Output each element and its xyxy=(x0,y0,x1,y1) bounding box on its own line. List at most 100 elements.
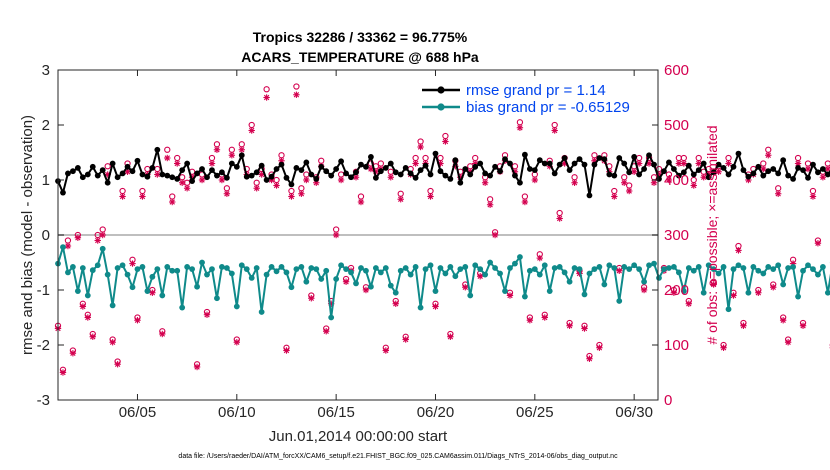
bias-point xyxy=(651,260,657,267)
asterisk-stroke xyxy=(283,347,290,354)
bias-point xyxy=(606,262,613,269)
obs-assimilated-point xyxy=(397,196,404,203)
legend-rmse-marker xyxy=(437,86,445,94)
bias-point xyxy=(65,269,71,276)
bias-point xyxy=(154,266,161,272)
bias-point xyxy=(541,262,548,269)
obs-assimilated-point xyxy=(332,231,340,239)
bias-point xyxy=(601,281,608,288)
asterisk-stroke xyxy=(755,290,762,296)
bias-point xyxy=(363,267,369,274)
bias-point xyxy=(795,293,801,300)
obs-assimilated-point xyxy=(556,215,563,222)
obs-assimilated-point xyxy=(288,193,295,200)
bias-point xyxy=(805,262,811,269)
obs-assimilated-point xyxy=(417,143,424,151)
bias-point xyxy=(219,264,225,270)
asterisk-stroke xyxy=(646,160,652,167)
rmse-point xyxy=(591,161,598,168)
obs-assimilated-point xyxy=(710,281,717,288)
bias-point xyxy=(94,262,101,269)
obs-assimilated-point xyxy=(521,198,529,206)
rmse-point xyxy=(695,167,702,174)
bias-point xyxy=(472,262,479,269)
obs-assimilated-point xyxy=(794,160,802,167)
asterisk-stroke xyxy=(204,312,210,318)
rmse-point xyxy=(233,163,240,170)
obs-assimilated-point xyxy=(571,179,578,186)
asterisk-stroke xyxy=(775,191,781,197)
asterisk-stroke xyxy=(333,232,339,238)
bias-point xyxy=(631,262,638,269)
obs-possible-point xyxy=(695,154,702,162)
bias-point xyxy=(278,264,285,270)
bias-point xyxy=(248,275,255,281)
obs-assimilated-point xyxy=(735,247,742,254)
obs-assimilated-point xyxy=(531,176,539,184)
asterisk-stroke xyxy=(249,127,255,134)
legend-bias-label: bias grand pr = -0.65129 xyxy=(466,99,630,116)
asterisk-stroke xyxy=(100,232,106,238)
rmse-point xyxy=(566,167,573,174)
asterisk-stroke xyxy=(229,152,235,158)
bias-point xyxy=(333,276,340,282)
bias-point xyxy=(730,266,737,272)
bias-point xyxy=(566,278,573,285)
asterisk-stroke xyxy=(725,160,732,167)
asterisk-stroke xyxy=(417,144,424,150)
bias-point xyxy=(526,267,533,274)
rmse-point xyxy=(154,146,161,153)
asterisk-stroke xyxy=(765,152,771,158)
asterisk-stroke xyxy=(95,237,101,244)
obs-assimilated-point xyxy=(611,193,618,200)
bias-point xyxy=(497,270,503,277)
obs-assimilated-point xyxy=(670,289,678,296)
asterisk-stroke xyxy=(427,193,434,200)
obs-assimilated-point xyxy=(541,314,548,321)
asterisk-stroke xyxy=(253,185,260,191)
asterisk-stroke xyxy=(70,350,76,356)
asterisk-stroke xyxy=(820,174,826,180)
asterisk-stroke xyxy=(174,160,180,167)
obs-assimilated-point xyxy=(164,154,171,162)
bias-point xyxy=(685,265,692,271)
bias-point xyxy=(596,264,603,270)
obs-assimilated-point xyxy=(392,300,399,307)
asterisk-stroke xyxy=(487,202,493,208)
rmse-point xyxy=(601,156,608,163)
obs-assimilated-point xyxy=(99,231,106,239)
bias-point xyxy=(223,265,230,271)
rmse-point xyxy=(422,162,429,169)
rmse-point xyxy=(616,155,623,161)
rmse-point xyxy=(149,165,156,171)
bias-point xyxy=(99,245,106,252)
x-tick-label: 06/25 xyxy=(516,404,554,421)
asterisk-stroke xyxy=(566,323,573,329)
obs-possible-point xyxy=(765,146,772,153)
asterisk-stroke xyxy=(134,317,141,323)
bias-point xyxy=(149,273,156,280)
legend-rmse-label: rmse grand pr = 1.14 xyxy=(466,82,606,99)
rmse-point xyxy=(407,170,414,177)
chart-title-line2: ACARS_TEMPERATURE @ 688 hPa xyxy=(241,49,479,65)
obs-possible-point xyxy=(164,146,171,153)
obs-assimilated-point xyxy=(685,300,692,307)
obs-assimilated-point xyxy=(174,160,181,167)
rmse-point xyxy=(184,160,191,167)
rmse-point xyxy=(646,152,652,159)
bias-point xyxy=(328,314,335,321)
bias-point xyxy=(700,289,707,296)
asterisk-stroke xyxy=(492,232,498,238)
obs-assimilated-point xyxy=(650,179,658,186)
asterisk-stroke xyxy=(239,147,245,153)
asterisk-stroke xyxy=(298,191,305,197)
bias-point xyxy=(571,265,578,271)
obs-assimilated-point xyxy=(193,363,201,371)
obs-assimilated-point xyxy=(799,322,807,329)
bias-point xyxy=(467,292,474,299)
bias-point xyxy=(89,267,96,274)
obs-assimilated-point xyxy=(134,317,141,324)
obs-possible-point xyxy=(263,86,270,93)
rmse-point xyxy=(382,165,389,171)
rmse-point xyxy=(546,160,553,167)
